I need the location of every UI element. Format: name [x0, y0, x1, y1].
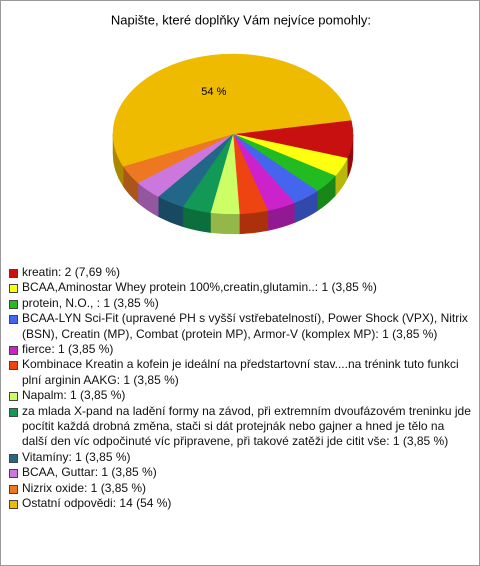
- legend-label: za mlada X-pand na ladění formy na závod…: [22, 403, 471, 449]
- legend-swatch: [9, 284, 18, 294]
- legend-swatch: [9, 269, 18, 278]
- legend-label: kreatin: 2 (7,69 %): [22, 265, 121, 279]
- legend-label: BCAA-LYN Sci-Fit (upravené PH s vyšší vs…: [22, 311, 468, 341]
- pie-slice: [112, 53, 352, 167]
- legend-entry: fierce: 1 (3,85 %): [9, 342, 471, 357]
- slice-label: 54 %: [201, 86, 226, 98]
- legend-label: fierce: 1 (3,85 %): [22, 342, 114, 357]
- legend-swatch: [9, 315, 18, 325]
- legend-swatch: [9, 361, 18, 371]
- legend-entry: Nizrix oxide: 1 (3,85 %): [9, 481, 471, 496]
- legend-label: BCAA, Guttar: 1 (3,85 %): [22, 465, 157, 480]
- legend-entry: BCAA,Aminostar Whey protein 100%,creatin…: [9, 280, 471, 295]
- legend-entry: protein, N.O., : 1 (3,85 %): [9, 296, 471, 311]
- legend-entry: kreatin: 2 (7,69 %): [9, 265, 471, 280]
- legend-entry: Kombinace Kreatin a kofein je ideální na…: [9, 357, 471, 388]
- legend-swatch: [9, 484, 18, 494]
- pie-side: [239, 210, 269, 235]
- legend-label: protein, N.O., : 1 (3,85 %): [22, 295, 159, 310]
- legend-label: Vitamíny: 1 (3,85 %): [22, 449, 131, 464]
- legend-label: Napalm: 1 (3,85 %): [22, 388, 126, 403]
- legend-entry: Vitamíny: 1 (3,85 %): [9, 450, 471, 465]
- chart-title: Napište, které doplňky Vám nejvíce pomoh…: [111, 12, 371, 27]
- legend-swatch: [9, 299, 18, 309]
- legend-label: Nizrix oxide: 1 (3,85 %): [22, 480, 147, 495]
- legend-entry: Ostatní odpovědi: 14 (54 %): [9, 496, 471, 511]
- legend-label: Kombinace Kreatin a kofein je ideální na…: [22, 357, 459, 387]
- legend-label: Ostatní odpovědi: 14 (54 %): [22, 496, 172, 511]
- legend-swatch: [9, 392, 18, 402]
- legend-swatch: [9, 469, 18, 479]
- legend-entry: BCAA, Guttar: 1 (3,85 %): [9, 465, 471, 480]
- legend-entry: Napalm: 1 (3,85 %): [9, 388, 471, 403]
- legend-entry: za mlada X-pand na ladění formy na závod…: [9, 404, 471, 450]
- chart: Napište, které doplňky Vám nejvíce pomoh…: [111, 12, 371, 235]
- pie-side: [210, 212, 240, 235]
- legend-entry: BCAA-LYN Sci-Fit (upravené PH s vyšší vs…: [9, 311, 471, 342]
- legend-swatch: [9, 453, 18, 463]
- legend-swatch: [9, 407, 18, 417]
- legend-swatch: [9, 500, 18, 510]
- legend: kreatin: 2 (7,69 %) BCAA,Aminostar Whey p…: [9, 265, 471, 512]
- legend-label: BCAA,Aminostar Whey protein 100%,creatin…: [22, 280, 377, 295]
- legend-swatch: [9, 346, 18, 356]
